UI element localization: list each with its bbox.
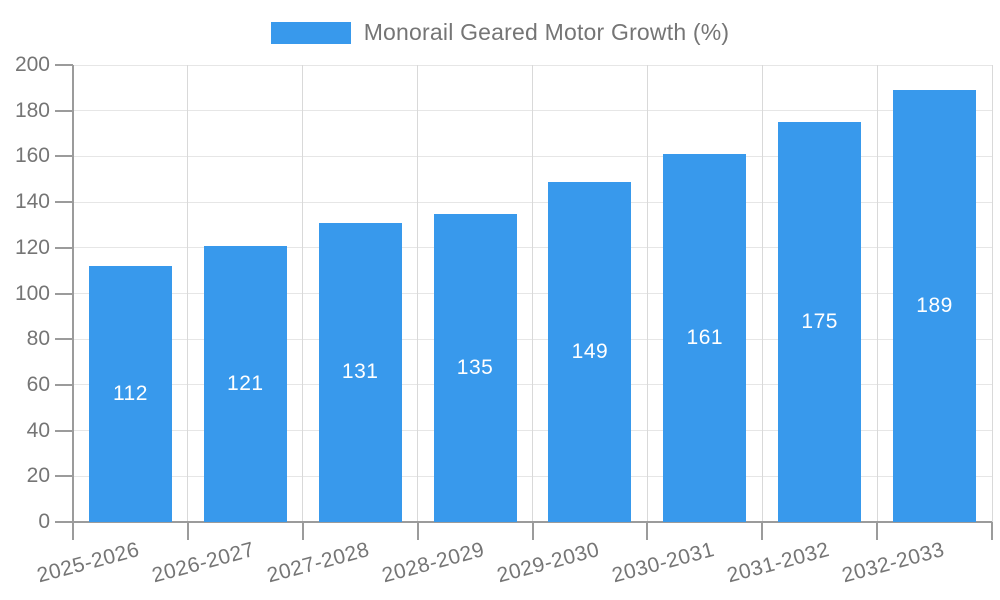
y-tick-label: 80	[26, 327, 50, 351]
y-tick	[55, 521, 73, 523]
y-axis-line	[72, 65, 74, 522]
legend-item[interactable]: Monorail Geared Motor Growth (%)	[0, 19, 1000, 46]
bar-value-label: 161	[686, 326, 724, 350]
bar-value-label: 131	[341, 360, 379, 384]
y-tick-label: 40	[26, 418, 50, 442]
y-tick-label: 0	[38, 510, 50, 533]
y-tick-label: 180	[14, 98, 50, 122]
y-tick-label: 120	[14, 235, 50, 259]
x-tick	[72, 522, 74, 540]
bar[interactable]	[318, 222, 402, 522]
bar[interactable]	[433, 213, 517, 522]
bar-value-label: 189	[916, 294, 953, 318]
x-tick	[876, 522, 879, 540]
x-gridline	[417, 65, 419, 522]
x-axis-line	[73, 521, 992, 523]
bar-value-label: 175	[801, 310, 838, 334]
y-tick-label: 100	[14, 281, 50, 305]
bar-value-label: 121	[227, 371, 264, 395]
y-tick-label: 60	[26, 372, 50, 396]
y-tick	[55, 64, 73, 66]
y-tick	[55, 475, 73, 478]
y-tick	[55, 429, 73, 432]
x-tick	[531, 522, 534, 540]
x-tick	[416, 522, 419, 540]
x-gridline	[991, 65, 993, 522]
y-tick-label: 20	[26, 464, 50, 488]
x-tick	[186, 522, 189, 540]
bar[interactable]	[778, 122, 862, 522]
legend-label: Monorail Geared Motor Growth (%)	[363, 19, 730, 45]
x-gridline	[302, 65, 304, 522]
y-tick	[55, 201, 73, 204]
x-gridline	[187, 65, 189, 522]
bar[interactable]	[88, 266, 172, 522]
x-gridline	[532, 65, 533, 522]
y-tick	[55, 109, 73, 112]
y-tick-label: 140	[14, 190, 50, 214]
y-tick	[55, 155, 73, 158]
bar[interactable]	[893, 90, 977, 522]
x-gridline	[876, 65, 878, 522]
bar[interactable]	[203, 245, 287, 522]
bar-value-label: 112	[112, 382, 148, 406]
bar[interactable]	[548, 181, 632, 522]
bar-value-label: 135	[456, 355, 494, 379]
y-tick-label: 200	[14, 53, 50, 76]
x-gridline	[646, 65, 648, 522]
bar[interactable]	[663, 154, 747, 522]
y-tick	[55, 246, 73, 249]
legend-swatch	[270, 21, 351, 44]
y-tick	[55, 338, 73, 341]
x-tick	[646, 522, 649, 540]
x-tick	[301, 522, 304, 540]
bar-value-label: 149	[571, 339, 609, 363]
x-tick	[991, 522, 993, 540]
y-tick	[55, 383, 73, 386]
x-tick	[761, 522, 764, 540]
y-tick	[55, 292, 73, 295]
y-tick-label: 160	[14, 144, 50, 168]
x-gridline	[761, 65, 763, 522]
